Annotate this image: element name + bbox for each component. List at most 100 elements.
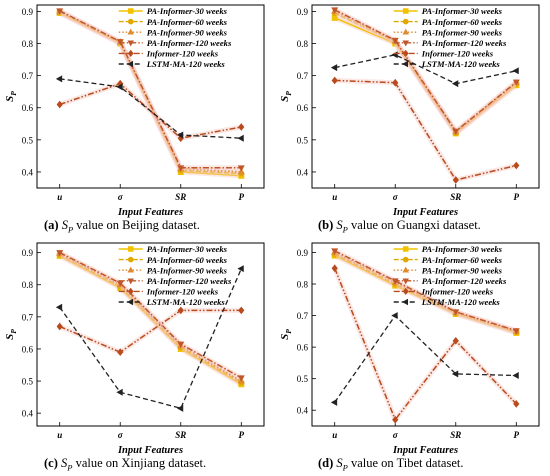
legend-entry-label: PA-Informer-120 weeks (422, 276, 507, 286)
caption-symbol: S (336, 456, 343, 470)
data-point (237, 134, 244, 142)
panel-caption: (a) SP value on Beijing dataset. (44, 218, 200, 235)
data-point (512, 79, 520, 86)
data-point (237, 375, 245, 382)
y-axis-label-subscript: P (284, 329, 293, 334)
data-point (177, 341, 185, 348)
x-tick-label: P (239, 192, 245, 202)
y-tick-label: 0.4 (22, 409, 34, 419)
series-line (59, 78, 242, 139)
x-axis-label: Input Features (392, 207, 458, 218)
legend-swatch-marker (127, 49, 134, 58)
legend-entry-label: PA-Informer-60 weeks (147, 17, 228, 27)
y-tick-label: 0.4 (297, 406, 309, 416)
series-5 (56, 306, 245, 357)
series-6 (330, 51, 519, 88)
y-tick-label: 0.5 (297, 135, 309, 145)
data-point (116, 388, 123, 396)
legend-swatch-marker (402, 60, 409, 68)
data-point (512, 67, 519, 75)
data-point (391, 312, 398, 320)
y-tick-label: 0.6 (22, 344, 34, 354)
legend-entry-label: PA-Informer-120 weeks (422, 38, 507, 48)
x-tick-label: SR (175, 192, 186, 202)
data-point (237, 265, 244, 273)
series-4 (331, 7, 520, 136)
legend-entry-label: LSTM-MA-120 weeks (421, 297, 501, 307)
y-tick-label: 0.8 (22, 39, 34, 49)
data-point (331, 76, 338, 85)
legend-swatch-marker (402, 256, 409, 263)
data-point (177, 306, 184, 315)
legend-swatch-marker (402, 8, 409, 14)
x-tick-label: SR (450, 192, 461, 202)
data-point (176, 404, 184, 412)
series-line (59, 11, 242, 175)
legend-swatch-marker (402, 28, 409, 35)
data-point (331, 7, 339, 14)
legend-entry-label: PA-Informer-120 weeks (147, 38, 232, 48)
legend-swatch-marker (402, 49, 409, 58)
legend-entry-label: PA-Informer-90 weeks (422, 265, 503, 275)
x-tick-label: σ (393, 192, 399, 202)
y-axis-label-subscript: P (9, 329, 18, 334)
series-line (59, 254, 242, 384)
legend-swatch-marker (402, 298, 409, 306)
legend-entry-label: Informer-120 weeks (146, 287, 219, 297)
data-point (116, 83, 123, 91)
series-5 (331, 264, 520, 424)
series-line (334, 253, 517, 333)
x-tick-label: σ (118, 192, 124, 202)
data-point (452, 128, 460, 136)
y-tick-label: 0.4 (297, 167, 309, 177)
legend-entry-label: PA-Informer-30 weeks (147, 6, 228, 16)
legend-entry-label: Informer-120 weeks (421, 49, 494, 59)
legend-entry-label: Informer-120 weeks (421, 287, 494, 297)
legend-swatch-marker (127, 287, 134, 296)
y-tick-label: 0.4 (22, 167, 34, 177)
series-line (59, 12, 242, 177)
legend-entry-label: PA-Informer-90 weeks (147, 265, 228, 275)
x-tick-label: SR (175, 430, 186, 440)
y-axis-label-subscript: P (284, 91, 293, 96)
y-tick-label: 0.6 (297, 343, 309, 353)
legend-swatch-marker (402, 266, 409, 273)
legend-swatch-marker (402, 40, 409, 47)
x-tick-label: u (57, 192, 62, 202)
series-line (334, 79, 517, 181)
data-point (512, 328, 520, 335)
data-point (331, 248, 339, 255)
y-axis-label-symbol: S (4, 334, 16, 340)
plot-frame (311, 242, 540, 427)
data-point (56, 100, 63, 109)
caption-text: value on Beijing dataset. (73, 218, 200, 232)
legend-entry-label: PA-Informer-60 weeks (147, 255, 228, 265)
legend-swatch-marker (127, 266, 134, 273)
caption-subscript: P (67, 462, 73, 473)
legend-entry-label: PA-Informer-30 weeks (422, 6, 503, 16)
panel-caption: (d) SP value on Tibet dataset. (318, 456, 463, 473)
y-axis-label-symbol: S (279, 96, 291, 102)
data-point (513, 161, 520, 170)
panel-caption: (c) SP value on Xinjiang dataset. (44, 456, 206, 473)
data-point (117, 348, 124, 357)
plot-frame (36, 4, 265, 189)
y-tick-label: 0.5 (22, 135, 34, 145)
y-tick-label: 0.6 (297, 103, 309, 113)
series-line (59, 255, 242, 385)
y-tick-label: 0.8 (297, 39, 309, 49)
data-point (55, 303, 63, 311)
series-line (59, 252, 242, 382)
legend-entry-label: PA-Informer-30 weeks (147, 244, 228, 254)
data-point (176, 131, 184, 139)
x-tick-label: σ (118, 430, 124, 440)
caption-text: value on Tibet dataset. (347, 456, 464, 470)
legend-swatch-marker (127, 278, 134, 285)
series-6 (55, 265, 244, 412)
